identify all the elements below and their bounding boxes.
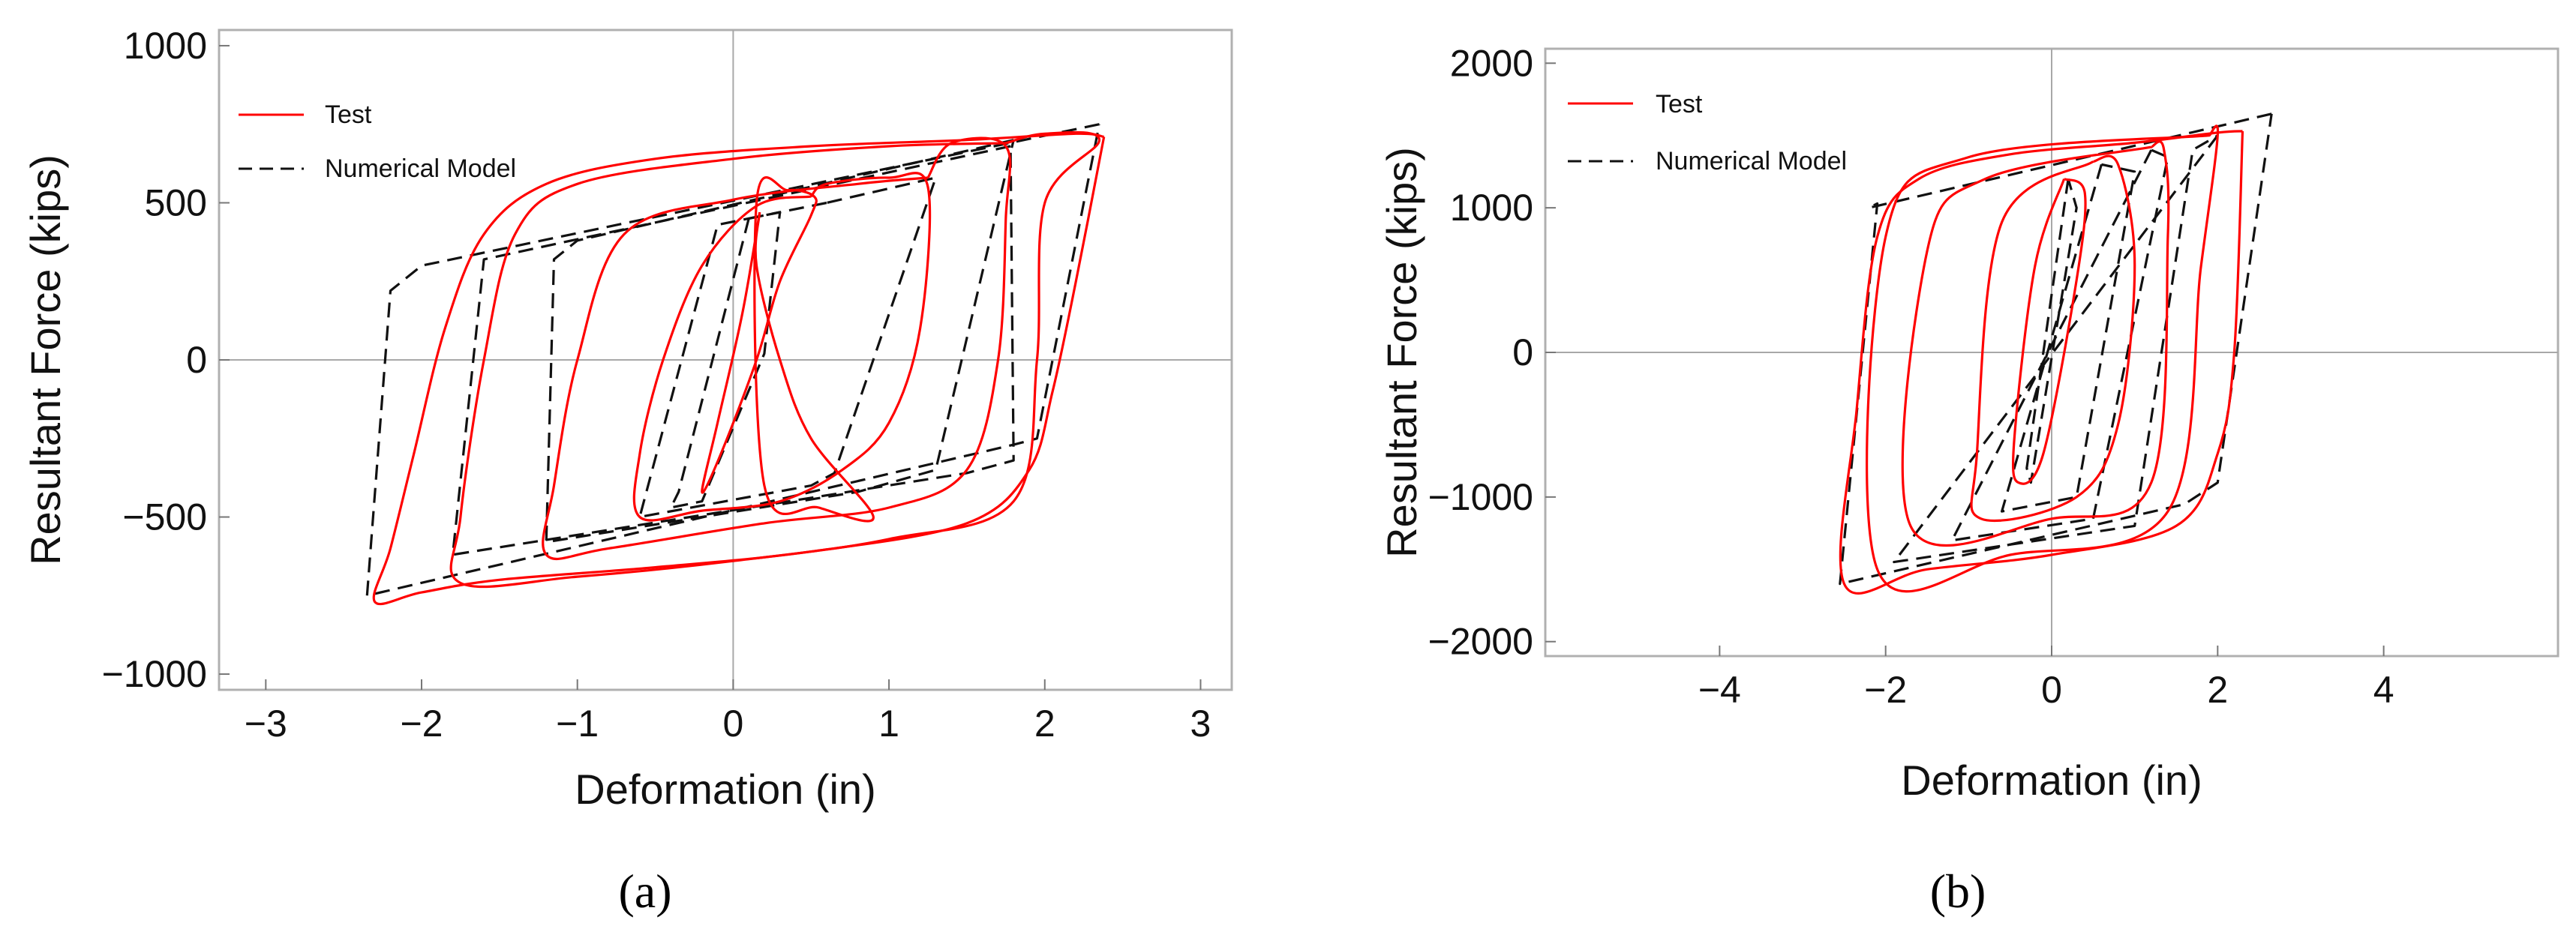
test-hysteresis-loop — [632, 172, 932, 522]
y-tick-label: −1000 — [1428, 476, 1533, 518]
x-axis-label: Deformation (in) — [1901, 757, 2202, 804]
model-hysteresis-loop — [545, 139, 1015, 544]
y-tick-label: 1000 — [1450, 187, 1533, 229]
model-series — [1839, 112, 2273, 586]
model-hysteresis-loop — [2025, 178, 2078, 484]
y-tick-label: 500 — [145, 181, 207, 223]
y-tick-label: −500 — [122, 496, 207, 538]
x-tick-label: −1 — [556, 703, 599, 745]
x-tick-label: 2 — [2207, 669, 2228, 711]
model-hysteresis-loop — [451, 145, 1015, 556]
test-hysteresis-loop — [701, 176, 875, 523]
model-hysteresis-loop — [638, 176, 937, 519]
model-hysteresis-loop — [1893, 134, 2219, 564]
y-tick-label: 0 — [186, 339, 207, 381]
x-tick-labels: −3 −2 −1 0 1 2 3 — [245, 679, 1211, 745]
model-hysteresis-loop — [1839, 112, 2273, 586]
x-tick-label: 4 — [2373, 669, 2394, 711]
y-axis-label: Resultant Force (kips) — [22, 154, 69, 565]
test-series — [372, 130, 1106, 606]
test-hysteresis-loop — [1901, 140, 2170, 547]
legend-test-label: Test — [325, 100, 372, 129]
y-tick-labels: −2000 −1000 0 1000 2000 — [1428, 42, 1556, 663]
x-tick-label: −3 — [245, 703, 287, 745]
x-tick-labels: −4 −2 0 2 4 — [1698, 646, 2394, 711]
test-hysteresis-loop — [542, 136, 1012, 561]
test-hysteresis-loop — [449, 130, 1101, 589]
model-series — [365, 123, 1101, 597]
y-tick-label: −1000 — [102, 653, 207, 695]
x-tick-label: 1 — [878, 703, 899, 745]
legend: Test Numerical Model — [1568, 90, 1847, 175]
legend-model-label: Numerical Model — [1656, 147, 1847, 175]
x-tick-label: −2 — [400, 703, 443, 745]
model-hysteresis-loop — [1950, 148, 2169, 542]
y-tick-label: −2000 — [1428, 621, 1533, 663]
legend-test-label: Test — [1656, 90, 1703, 118]
test-hysteresis-loop — [1839, 130, 2244, 595]
test-hysteresis-loop — [372, 132, 1106, 606]
legend: Test Numerical Model — [239, 100, 516, 183]
panel-b: −4 −2 0 2 4 −2000 −1000 0 1000 2000 Deformation … — [1378, 42, 2559, 918]
y-tick-label: 1000 — [124, 25, 207, 67]
model-hysteresis-loop — [365, 123, 1101, 597]
x-tick-label: 0 — [722, 703, 743, 745]
y-tick-label: 0 — [1512, 331, 1533, 373]
test-hysteresis-loop — [1866, 124, 2220, 593]
test-hysteresis-loop — [1970, 154, 2136, 523]
x-tick-label: 0 — [2041, 669, 2062, 711]
x-tick-label: 3 — [1190, 703, 1211, 745]
y-axis-label: Resultant Force (kips) — [1378, 147, 1425, 558]
x-tick-label: 2 — [1034, 703, 1055, 745]
x-axis-label: Deformation (in) — [575, 766, 875, 813]
x-tick-label: −2 — [1864, 669, 1907, 711]
y-tick-labels: −1000 −500 0 500 1000 — [102, 25, 230, 695]
panel-a: −3 −2 −1 0 1 2 3 −1000 −500 0 500 1000 Deformation… — [22, 25, 1233, 918]
x-tick-label: −4 — [1698, 669, 1741, 711]
test-hysteresis-loop — [2011, 178, 2087, 485]
legend-model-label: Numerical Model — [325, 154, 516, 183]
test-series — [1839, 124, 2244, 595]
y-tick-label: 2000 — [1450, 42, 1533, 84]
panel-caption: (a) — [618, 865, 671, 918]
model-hysteresis-loop — [2001, 163, 2136, 513]
panel-caption: (b) — [1930, 865, 1986, 918]
